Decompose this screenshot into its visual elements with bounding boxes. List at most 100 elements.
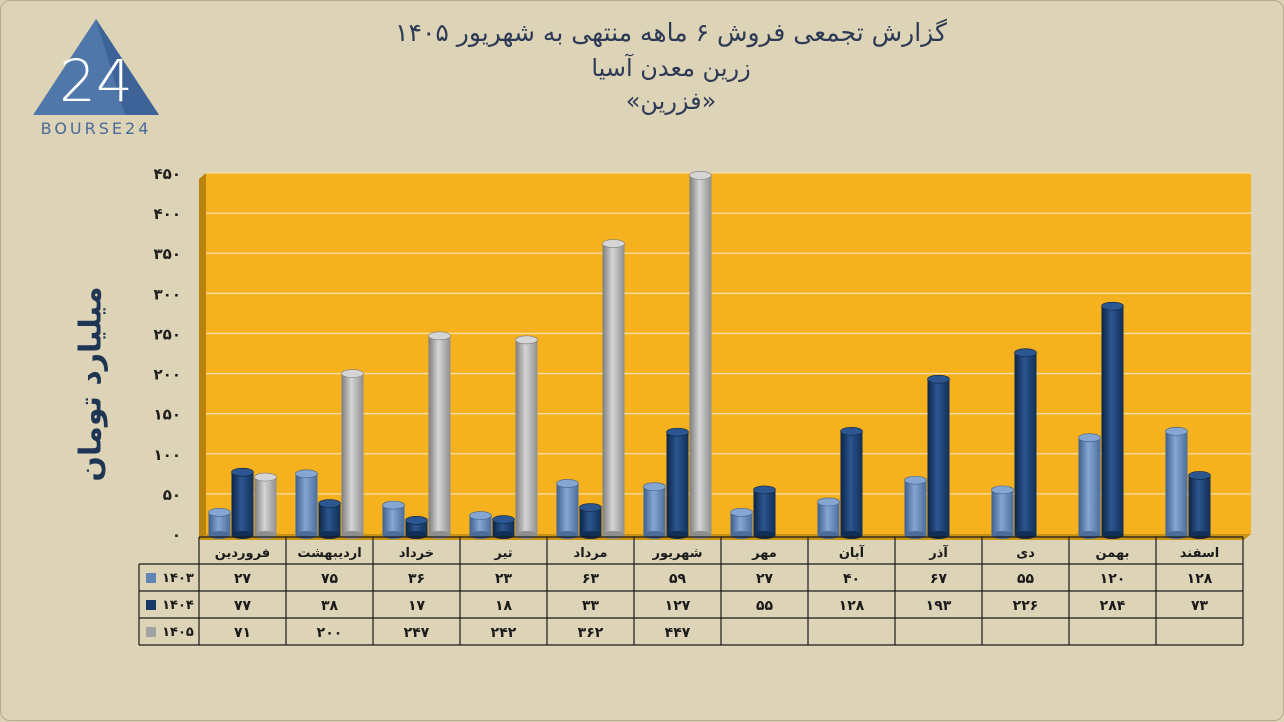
category-label: آذر — [928, 544, 948, 561]
data-table — [138, 536, 1244, 646]
category-label: دی — [1016, 546, 1035, 561]
bar-2 — [1188, 471, 1211, 539]
bar-1 — [556, 479, 579, 539]
bar-2 — [666, 427, 689, 539]
bourse24-logo-icon: 24 — [33, 19, 159, 115]
data-label: ۲۲۶ — [1013, 598, 1039, 614]
category-label: اسفند — [1180, 546, 1219, 561]
bar-1 — [730, 508, 753, 539]
bar-1 — [469, 511, 492, 539]
legend-label: ۱۴۰۳ — [162, 571, 194, 586]
data-label: ۵۵ — [1017, 571, 1035, 587]
y-tick-label: ۵۰ — [163, 486, 181, 504]
bar-1 — [643, 482, 666, 539]
data-label: ۳۶ — [408, 571, 425, 587]
bar-3 — [689, 171, 712, 539]
category-label: بهمن — [1096, 546, 1130, 561]
data-label: ۵۹ — [669, 571, 687, 587]
data-label: ۷۷ — [234, 598, 252, 614]
bar-3 — [602, 239, 625, 539]
data-label: ۲۴۲ — [491, 625, 517, 641]
y-tick-label: ۰ — [172, 526, 181, 544]
data-label: ۲۷ — [756, 571, 774, 587]
bar-3 — [341, 369, 364, 539]
bar-2 — [1014, 348, 1037, 539]
data-label: ۶۷ — [930, 571, 948, 587]
legend-label: ۱۴۰۵ — [162, 625, 194, 640]
y-tick-label: ۳۰۰ — [154, 285, 181, 303]
data-label: ۷۳ — [1191, 598, 1209, 614]
data-label: ۴۴۷ — [665, 625, 691, 641]
data-label: ۲۸۴ — [1100, 598, 1126, 614]
data-label: ۵۵ — [756, 598, 774, 614]
chart-subtitle: زرین معدن آسیا — [591, 54, 751, 82]
chart-title-block: گزارش تجمعی فروش ۶ ماهه منتهی به شهریور … — [301, 15, 1041, 117]
legend-label: ۱۴۰۴ — [162, 598, 194, 613]
category-label: مرداد — [574, 546, 608, 561]
data-label: ۲۳ — [495, 571, 513, 587]
bar-3 — [254, 472, 277, 539]
bar-2 — [927, 374, 950, 539]
bar-2 — [492, 515, 515, 539]
logo-text: BOURSE24 — [40, 119, 152, 138]
bar-1 — [1165, 427, 1188, 539]
bar-1 — [1078, 433, 1101, 539]
logo-mark: 24 — [59, 47, 133, 115]
bar-1 — [817, 497, 840, 539]
data-label: ۱۲۰ — [1100, 571, 1126, 587]
legend-key-1 — [146, 573, 156, 583]
y-tick-label: ۲۵۰ — [154, 325, 181, 343]
bar-2 — [840, 427, 863, 539]
bar-2 — [579, 503, 602, 539]
bar-1 — [295, 469, 318, 539]
bar-2 — [405, 516, 428, 539]
y-tick-label: ۳۵۰ — [154, 245, 181, 263]
bar-2 — [318, 499, 341, 539]
bar-1 — [904, 475, 927, 539]
y-tick-label: ۴۵۰ — [154, 165, 181, 183]
data-label: ۲۰۰ — [317, 625, 343, 641]
plot-side-wall — [199, 173, 206, 540]
data-label: ۱۹۳ — [926, 598, 952, 614]
bar-2 — [231, 467, 254, 539]
chart-symbol: «فزرین» — [625, 87, 717, 115]
data-label: ۱۸ — [495, 598, 513, 614]
category-label: آبان — [839, 544, 865, 561]
data-label: ۳۶۲ — [578, 625, 604, 641]
legend-key-2 — [146, 600, 156, 610]
plot-area — [206, 173, 1251, 534]
data-label: ۷۵ — [321, 571, 339, 587]
category-label: خرداد — [399, 546, 434, 561]
data-label: ۳۳ — [582, 598, 600, 614]
y-tick-label: ۱۰۰ — [154, 446, 181, 464]
data-label: ۲۷ — [234, 571, 252, 587]
y-tick-label: ۴۰۰ — [154, 205, 181, 223]
bar-3 — [515, 335, 538, 539]
category-label: تیر — [493, 546, 512, 561]
bar-2 — [753, 485, 776, 539]
bar-3 — [428, 331, 451, 539]
data-label: ۱۲۸ — [839, 598, 865, 614]
data-label: ۳۸ — [321, 598, 339, 614]
data-label: ۴۰ — [843, 571, 860, 587]
bar-1 — [382, 500, 405, 539]
category-label: اردیبهشت — [297, 546, 361, 561]
y-tick-label: ۱۵۰ — [154, 406, 181, 424]
category-label: شهریور — [652, 546, 703, 561]
y-tick-label: ۲۰۰ — [154, 366, 181, 384]
data-label: ۱۲۸ — [1187, 571, 1213, 587]
data-label: ۱۲۷ — [665, 598, 691, 614]
data-label: ۱۷ — [408, 598, 426, 614]
bar-2 — [1101, 301, 1124, 539]
data-label: ۲۴۷ — [404, 625, 430, 641]
bar-1 — [991, 485, 1014, 539]
data-label: ۷۱ — [234, 625, 251, 641]
legend-key-3 — [146, 627, 156, 637]
data-label: ۶۳ — [582, 571, 600, 587]
category-label: فروردین — [215, 546, 270, 561]
chart-title: گزارش تجمعی فروش ۶ ماهه منتهی به شهریور … — [395, 18, 947, 47]
bar-1 — [208, 508, 231, 539]
category-label: مهر — [751, 546, 777, 561]
